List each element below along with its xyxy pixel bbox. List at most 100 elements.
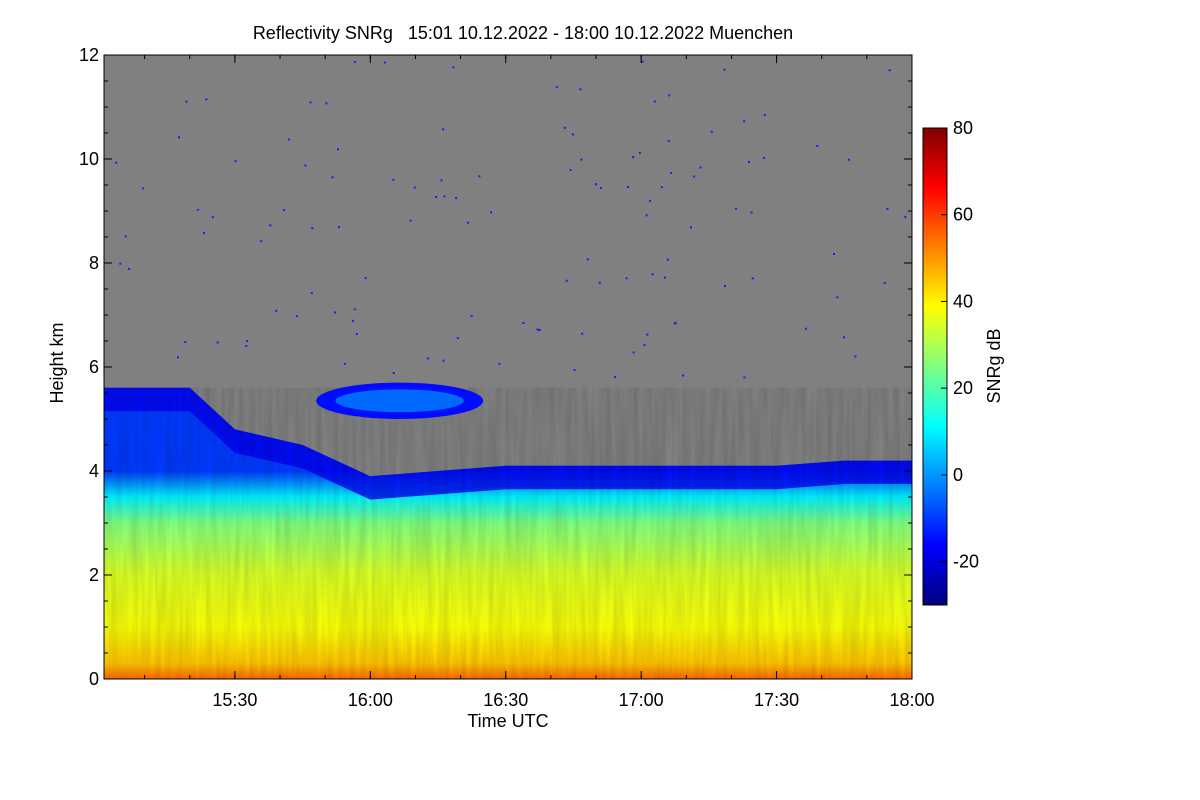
noise-dot [536,328,539,331]
noise-dot [498,362,501,365]
noise-dot [538,329,541,331]
noise-dot [343,362,346,365]
noise-dot [660,186,663,189]
noise-dot [569,169,572,172]
noise-dot [353,308,356,311]
noise-dot [666,258,669,261]
noise-dot [128,267,131,270]
noise-dot [750,211,753,214]
noise-dot [748,160,750,163]
noise-dot [743,120,746,123]
colorbar-title: SNRg dB [984,328,1004,403]
noise-dot [641,60,644,63]
noise-dot [392,372,395,375]
noise-dot [763,114,766,116]
noise-dot [555,86,558,89]
noise-dot [197,208,200,211]
noise-dot [763,157,766,159]
noise-dot [627,186,630,188]
noise-dot [670,171,673,174]
noise-dot [440,179,443,182]
noise-dot [443,195,446,198]
noise-dot [751,277,754,280]
noise-dot [595,183,597,186]
noise-dot [651,273,654,276]
noise-dot [638,151,641,154]
colorbar-tick-label: -20 [953,552,979,572]
noise-dot [310,292,313,295]
noise-dot [816,145,819,147]
noise-dot [216,341,219,344]
noise-dot [682,374,685,377]
noise-dot [699,166,702,169]
noise-dot [442,359,445,362]
colorbar [922,127,948,606]
noise-dot [573,369,576,372]
noise-dot [177,356,179,359]
noise-dot [599,186,602,189]
noise-dot [245,344,248,347]
noise-dot [311,227,314,230]
noise-dot [571,133,574,136]
noise-dot [836,296,839,299]
noise-dot [119,262,122,265]
colorbar-axis: -20 0 20 40 60 80 [941,118,979,572]
noise-dot [724,285,726,288]
noise-dot [234,160,237,163]
noise-dot [668,94,671,97]
x-tick-label: 16:30 [483,690,528,710]
x-axis-title: Time UTC [467,711,548,731]
y-tick-label: 4 [89,461,99,481]
noise-dot [246,340,249,343]
noise-dot [490,211,493,214]
noise-dot [442,128,445,131]
y-tick-label: 12 [79,45,99,65]
noise-dot [632,351,635,354]
noise-dot [211,216,214,219]
noise-dot [843,336,845,339]
noise-dot [260,240,263,243]
noise-dot [735,207,737,210]
noise-dot [847,158,850,161]
colorbar-tick-label: 80 [953,118,973,138]
noise-dot [383,61,386,64]
noise-dot [142,187,145,190]
noise-dot [710,130,713,133]
noise-dot [579,88,582,91]
colorbar-tick-label: 40 [953,291,973,311]
x-tick-label: 15:30 [212,690,257,710]
noise-dot [334,311,337,314]
noise-dot [435,196,438,198]
noise-dot [466,221,469,224]
noise-dot [203,231,205,234]
noise-dot [886,207,889,210]
noise-dot [586,258,589,261]
noise-dot [653,100,656,103]
noise-dot [355,333,358,336]
x-tick-label: 18:00 [889,690,934,710]
noise-dot [337,148,339,151]
noise-dot [664,276,666,279]
echo-texture [104,387,912,679]
x-tick-label: 17:00 [619,690,664,710]
noise-dot [427,357,430,360]
noise-dot [645,214,648,217]
noise-dot [904,215,907,218]
noise-dot [643,344,646,347]
noise-dot [478,175,481,178]
noise-dot [667,139,670,142]
plot-area [104,55,912,679]
x-axis: 15:30 16:00 16:30 17:00 17:30 18:00 [144,55,935,710]
noise-dot [854,355,857,358]
noise-dot [598,281,601,284]
noise-dot [693,175,696,178]
noise-dot [178,136,180,139]
noise-dot [646,333,649,336]
noise-dot [743,376,746,379]
noise-dot [522,322,525,324]
y-tick-label: 10 [79,149,99,169]
noise-dot [304,164,307,167]
noise-dot [269,224,272,227]
noise-dot [124,235,127,238]
noise-dot [632,156,635,159]
